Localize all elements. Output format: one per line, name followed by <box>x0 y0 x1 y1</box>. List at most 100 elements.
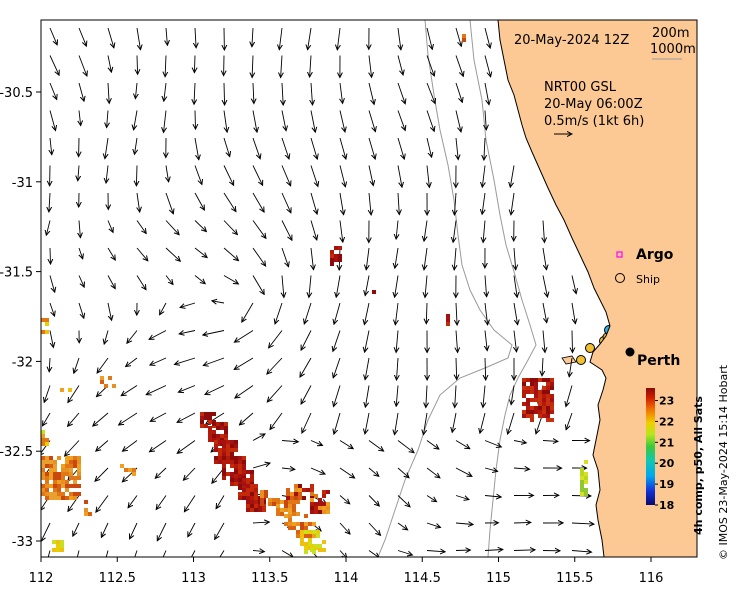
sst-pixel <box>254 508 258 512</box>
x-tick-label: 116 <box>639 571 664 586</box>
sst-pixel <box>238 456 242 460</box>
current-arrow <box>65 440 80 457</box>
sst-pixel <box>334 258 338 262</box>
sst-pixel <box>208 416 212 420</box>
current-arrow <box>107 275 115 289</box>
sst-pixel <box>65 468 69 472</box>
sst-pixel <box>538 402 542 406</box>
current-arrow <box>482 192 485 214</box>
current-arrow <box>252 434 265 441</box>
sst-pixel <box>57 456 61 460</box>
sst-pixel <box>260 498 264 502</box>
sst-pixel <box>73 460 77 464</box>
sst-pixel <box>538 406 542 410</box>
sst-pixel <box>230 464 234 468</box>
sst-pixel <box>61 476 65 480</box>
sst-pixel <box>238 478 242 482</box>
current-arrow <box>165 220 179 235</box>
current-arrow <box>194 220 206 232</box>
current-arrow <box>281 550 293 557</box>
current-arrow <box>426 551 445 552</box>
sst-pixel <box>272 502 276 506</box>
sst-pixel <box>526 406 530 410</box>
sst-pixel <box>530 406 534 410</box>
sst-pixel <box>69 468 73 472</box>
current-arrow <box>194 137 199 160</box>
sst-pixel <box>280 508 284 512</box>
sst-pixel <box>49 468 53 472</box>
sst-pixel <box>292 508 296 512</box>
sst-pixel <box>61 480 65 484</box>
sst-pixel <box>77 492 81 496</box>
current-arrow <box>484 550 503 551</box>
sst-pixel <box>530 386 534 390</box>
current-arrow <box>482 165 485 188</box>
sst-pixel <box>45 472 49 476</box>
sst-pixel <box>69 476 73 480</box>
current-arrow <box>150 412 167 421</box>
sst-pixel <box>242 464 246 468</box>
current-arrow <box>334 385 341 407</box>
sst-pixel <box>238 460 242 464</box>
colorbar-tick-label: 23 <box>659 395 674 408</box>
current-arrow <box>216 495 225 509</box>
sst-pixel <box>302 496 306 500</box>
current-arrow <box>426 110 434 132</box>
sst-pixel <box>208 420 212 424</box>
sst-pixel <box>272 498 276 502</box>
current-arrow <box>309 275 311 298</box>
current-arrow <box>252 220 266 239</box>
sst-pixel <box>322 548 326 552</box>
sst-pixel <box>108 376 112 380</box>
sst-pixel <box>300 530 304 534</box>
sst-pixel <box>230 478 234 482</box>
sst-pixel <box>522 414 526 418</box>
current-arrow <box>339 192 344 215</box>
current-arrow <box>334 412 341 434</box>
current-arrow <box>455 467 472 476</box>
current-arrow <box>368 110 375 132</box>
current-arrow <box>195 27 196 48</box>
sst-pixel <box>45 442 49 446</box>
sst-pixel <box>284 508 288 512</box>
current-arrow <box>513 522 531 523</box>
sst-pixel <box>52 548 56 552</box>
sst-pixel <box>56 548 60 552</box>
sst-pixel <box>45 488 49 492</box>
sst-pixel <box>57 496 61 500</box>
sst-pixel <box>41 468 45 472</box>
sst-pixel <box>526 386 530 390</box>
ship-label: Ship <box>636 273 660 286</box>
current-arrow <box>47 550 51 557</box>
sst-pixel <box>462 34 466 38</box>
sst-pixel <box>214 456 218 460</box>
current-arrow <box>543 330 545 353</box>
current-arrow <box>166 165 169 182</box>
current-arrow <box>425 275 427 298</box>
current-arrow <box>179 331 196 334</box>
sst-pixel <box>230 440 234 444</box>
sst-patches <box>41 34 588 554</box>
sst-pixel <box>326 506 330 510</box>
sst-pixel <box>290 492 294 496</box>
sst-pixel <box>250 478 254 482</box>
sst-pixel <box>214 460 218 464</box>
sst-pixel <box>77 472 81 476</box>
contour-label-1000m: 1000m <box>650 42 696 57</box>
current-arrow <box>336 275 341 298</box>
sst-pixel <box>306 488 310 492</box>
sst-pixel <box>310 498 314 502</box>
sst-pixel <box>296 512 300 516</box>
sst-pixel <box>238 464 242 468</box>
sst-pixel <box>542 390 546 394</box>
current-arrow <box>513 302 518 325</box>
sst-pixel <box>41 476 45 480</box>
sst-pixel <box>334 254 338 258</box>
current-arrow <box>424 247 427 270</box>
current-arrow <box>398 27 401 50</box>
sst-pixel <box>300 538 304 542</box>
current-arrow <box>397 82 405 104</box>
current-arrow <box>397 440 414 453</box>
current-arrow <box>194 165 202 185</box>
sst-pixel <box>322 502 326 506</box>
